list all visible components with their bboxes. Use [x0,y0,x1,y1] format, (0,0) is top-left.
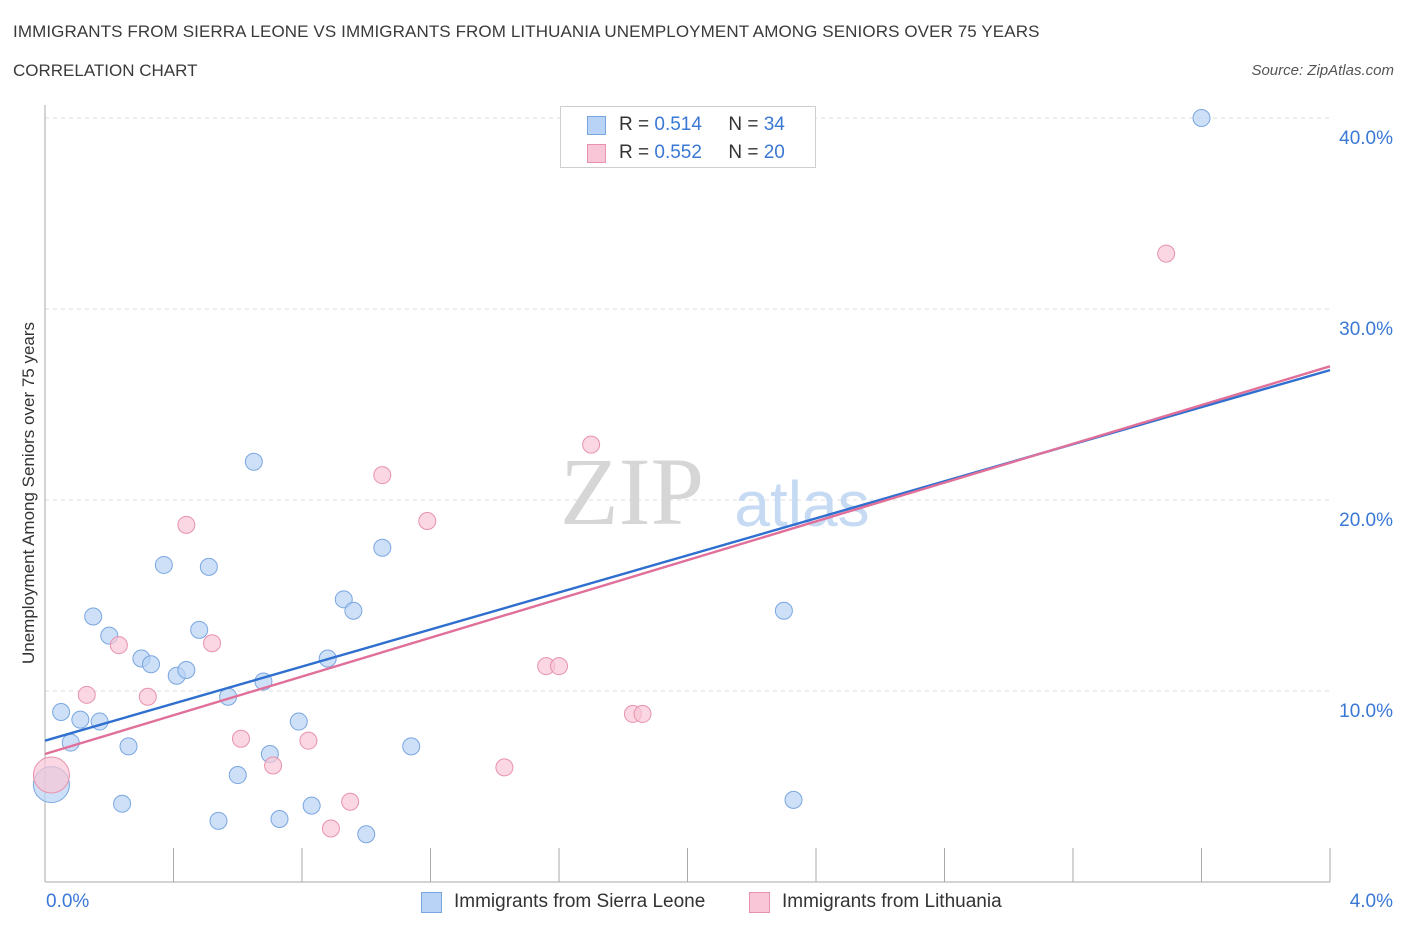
data-points [32,109,1211,844]
point-lithuania [138,687,157,706]
bottom-legend-swatch-sierra-leone [421,892,442,913]
point-sierra-leone [402,737,421,756]
trendline-lithuania [44,365,1331,756]
point-lithuania [1157,244,1176,263]
point-lithuania [321,819,340,838]
x-tick-label-min: 0.0% [46,891,89,912]
legend-n-value: 20 [763,142,785,163]
point-lithuania [341,792,360,811]
point-sierra-leone [52,703,71,722]
legend-swatch-lithuania [587,144,606,163]
point-lithuania [177,515,196,534]
point-sierra-leone [154,555,173,574]
point-sierra-leone [177,660,196,679]
point-lithuania [77,685,96,704]
point-lithuania [633,704,652,723]
point-sierra-leone [190,620,209,639]
y-tick-label: 20.0% [1339,510,1393,531]
point-sierra-leone [1192,109,1211,127]
trend-lines [44,365,1331,756]
legend-r-label: R = [619,114,650,135]
point-lithuania [264,756,283,775]
y-tick-label: 10.0% [1339,701,1393,722]
source-label: Source: ZipAtlas.com [1251,62,1394,79]
point-sierra-leone [302,796,321,815]
y-axis-label: Unemployment Among Seniors over 75 years [19,321,38,665]
legend-r-label: R = [619,142,650,163]
legend-swatch-sierra-leone [587,116,606,135]
axes [44,105,1331,883]
point-sierra-leone [113,794,132,813]
point-lithuania [373,466,392,485]
legend-n-label: N = [728,114,759,135]
point-sierra-leone [270,809,289,828]
chart-title: IMMIGRANTS FROM SIERRA LEONE VS IMMIGRAN… [13,22,1040,41]
point-sierra-leone [71,710,90,729]
point-lithuania [109,636,128,655]
watermark-zip: ZIP [560,438,704,545]
point-sierra-leone [373,538,392,557]
point-sierra-leone [84,607,103,626]
point-sierra-leone [357,825,376,844]
point-sierra-leone [228,766,247,785]
legend-n-value: 34 [763,114,785,135]
point-sierra-leone [344,601,363,620]
point-lithuania [32,756,70,794]
point-lithuania [203,634,222,653]
legend-r-value: 0.514 [654,114,702,135]
point-lithuania [299,731,318,750]
point-lithuania [231,729,250,748]
chart-subtitle: CORRELATION CHART [13,61,198,80]
y-tick-label: 30.0% [1339,319,1393,340]
legend-n-label: N = [728,142,759,163]
point-sierra-leone [289,712,308,731]
grid-lines [45,117,1330,692]
bottom-legend-label-lithuania: Immigrants from Lithuania [782,891,1002,912]
y-tick-label: 40.0% [1339,128,1393,149]
watermark: ZIP atlas [560,438,870,545]
tick-labels: 10.0% 20.0% 30.0% 40.0% 0.0% 4.0% [46,128,1393,912]
point-sierra-leone [119,737,138,756]
point-sierra-leone [774,601,793,620]
point-sierra-leone [199,557,218,576]
point-lithuania [582,435,601,454]
bottom-legend-swatch-lithuania [749,892,770,913]
point-lithuania [550,657,568,676]
point-lithuania [495,758,514,777]
point-sierra-leone [142,655,161,674]
point-sierra-leone [784,790,803,809]
point-sierra-leone [209,811,228,830]
watermark-atlas: atlas [734,468,869,540]
legend-r-value: 0.552 [654,142,702,163]
point-sierra-leone [244,452,263,471]
point-sierra-leone [334,590,353,609]
x-tick-label-max: 4.0% [1350,891,1393,912]
bottom-legend-label-sierra-leone: Immigrants from Sierra Leone [454,891,706,912]
correlation-legend: R = 0.514 N = 34 R = 0.552 N = 20 [560,106,816,168]
point-lithuania [418,512,437,531]
